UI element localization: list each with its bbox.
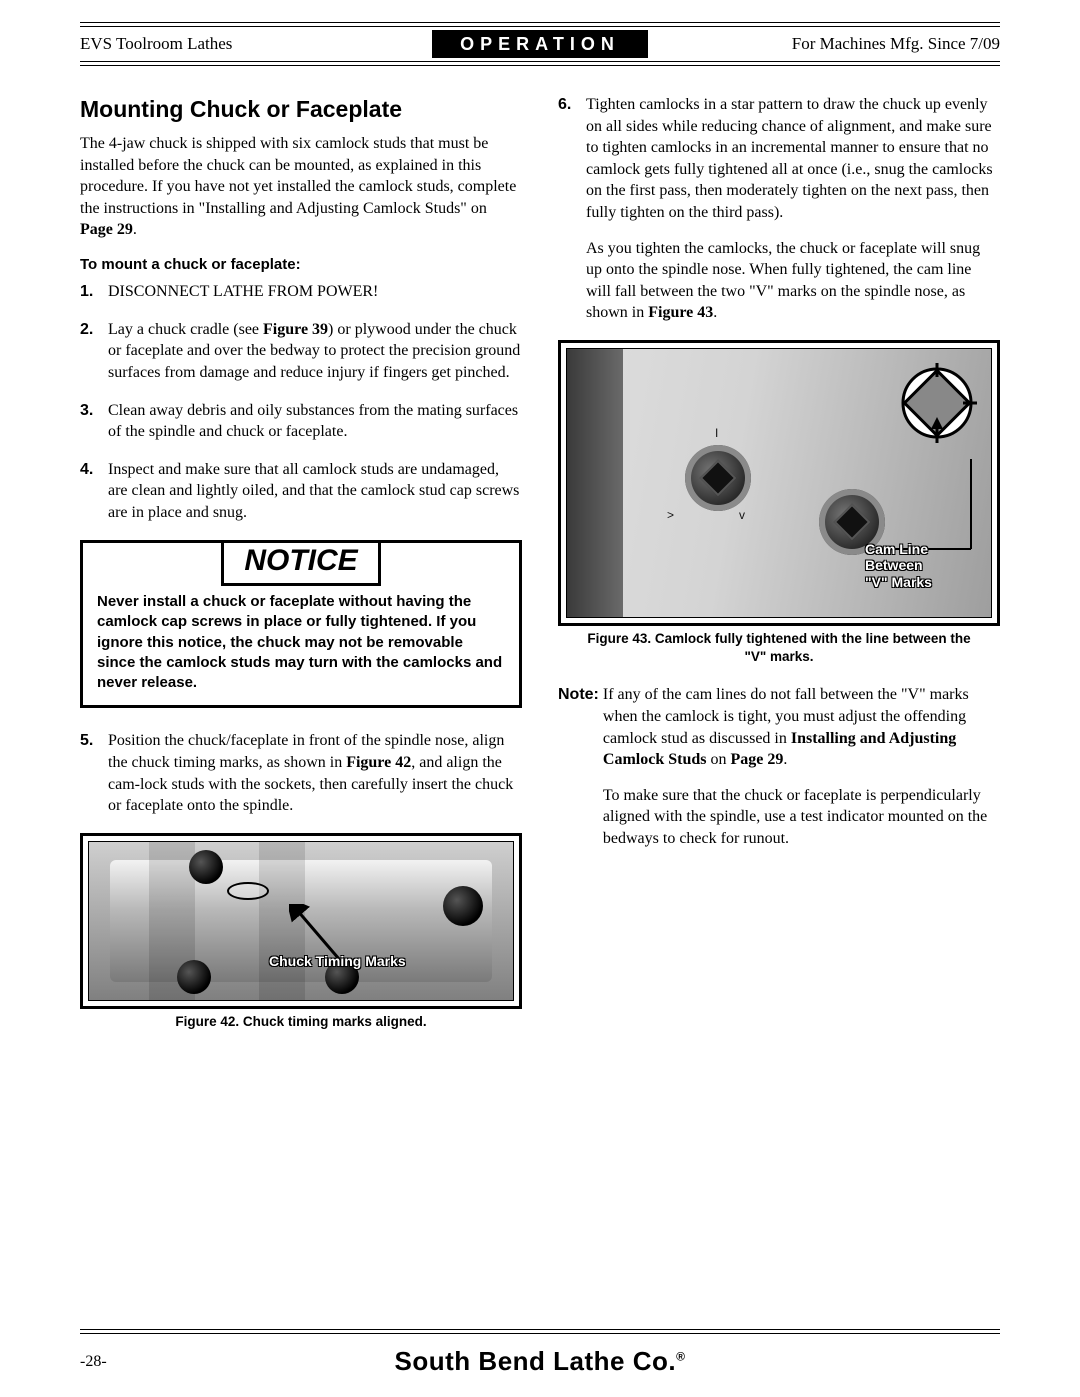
indicator-icon	[897, 363, 977, 443]
header-center: OPERATION	[432, 30, 648, 58]
figure-43-caption: Figure 43. Camlock fully tightened with …	[578, 630, 980, 666]
step-1: 1. DISCONNECT LATHE FROM POWER!	[80, 281, 522, 303]
page-footer: -28- South Bend Lathe Co.®	[80, 1329, 1000, 1379]
note-block: Note: If any of the cam lines do not fal…	[558, 684, 1000, 849]
notice-title: NOTICE	[221, 541, 380, 587]
step-2: 2. Lay a chuck cradle (see Figure 39) or…	[80, 319, 522, 384]
intro-paragraph: The 4-jaw chuck is shipped with six caml…	[80, 133, 522, 241]
section-heading: Mounting Chuck or Faceplate	[80, 94, 522, 125]
step-6: 6. Tighten camlocks in a star pattern to…	[558, 94, 1000, 324]
step-3: 3. Clean away debris and oily substances…	[80, 400, 522, 443]
figure-43: I v >	[558, 340, 1000, 626]
notice-box: NOTICE Never install a chuck or faceplat…	[80, 540, 522, 709]
figure-43-label: Cam Line Between "V" Marks	[865, 541, 975, 591]
left-column: Mounting Chuck or Faceplate The 4-jaw ch…	[80, 94, 522, 1045]
figure-42: Chuck Timing Marks	[80, 833, 522, 1009]
header-rule-bottom	[80, 61, 1000, 66]
figure-42-caption: Figure 42. Chuck timing marks aligned.	[100, 1013, 502, 1031]
figure-42-label: Chuck Timing Marks	[269, 952, 406, 971]
header-right: For Machines Mfg. Since 7/09	[648, 30, 1000, 58]
header-left: EVS Toolroom Lathes	[80, 30, 432, 58]
procedure-subhead: To mount a chuck or faceplate:	[80, 255, 522, 275]
header-rule-top	[80, 22, 1000, 27]
page-number: -28-	[80, 1351, 160, 1373]
header-bar: EVS Toolroom Lathes OPERATION For Machin…	[80, 30, 1000, 58]
step-4: 4. Inspect and make sure that all camloc…	[80, 459, 522, 524]
step-5: 5. Position the chuck/faceplate in front…	[80, 730, 522, 816]
notice-body: Never install a chuck or faceplate witho…	[83, 586, 519, 705]
company-name: South Bend Lathe Co.®	[160, 1344, 920, 1379]
right-column: 6. Tighten camlocks in a star pattern to…	[558, 94, 1000, 1045]
